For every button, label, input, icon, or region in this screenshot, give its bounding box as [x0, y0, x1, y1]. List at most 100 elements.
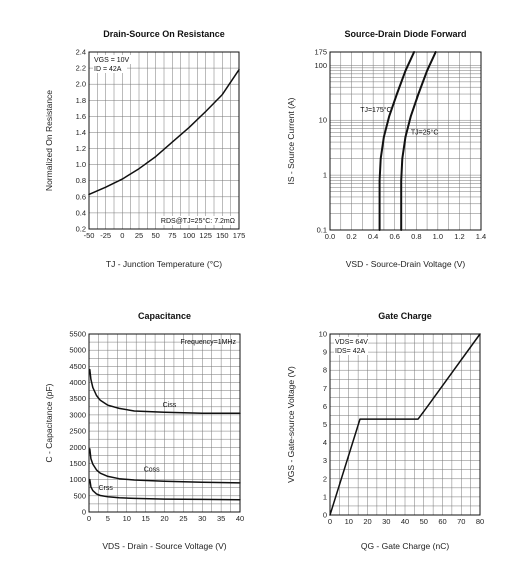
- x-tick-label: -50: [84, 231, 95, 240]
- y-tick-label: 100: [314, 61, 327, 70]
- x-tick-label: 10: [123, 514, 131, 523]
- y-tick-label: 4500: [69, 362, 86, 371]
- y-tick-label: 5000: [69, 346, 86, 355]
- x-tick-label: 1.4: [476, 232, 486, 241]
- y-tick-label: 3500: [69, 394, 86, 403]
- y-tick-label: 1: [323, 171, 327, 180]
- y-tick-label: 1500: [69, 459, 86, 468]
- chart-title: Source-Drain Diode Forward: [344, 29, 466, 39]
- series-line-crss: [89, 478, 241, 501]
- y-tick-label: 1.2: [76, 144, 86, 153]
- chart-2: 0.0 0.2 0.4 0.6 0.8 1.0 1.2 1.4 0.1 1 10 100 175 Sour…: [286, 29, 486, 269]
- x-tick-label: 15: [141, 514, 149, 523]
- y-tick-label: 1.6: [76, 112, 86, 121]
- y-tick-label: 0.2: [76, 225, 86, 234]
- y-tick-label: 7: [323, 384, 327, 393]
- y-tick-label: 10: [319, 330, 327, 339]
- y-tick-label: 3: [323, 456, 327, 465]
- series-line: [88, 68, 240, 196]
- x-tick-label: 1.2: [454, 232, 464, 241]
- x-axis-label: QG - Gate Charge (nC): [361, 541, 450, 551]
- plot-frame: [329, 51, 482, 231]
- y-tick-label: 1: [323, 492, 327, 501]
- x-tick-label: 60: [438, 517, 446, 526]
- chart-1: -50 -25 0 25 50 75 100 125 150 175 0.2 0.4 0.6 0.8 1.0…: [44, 29, 245, 269]
- y-tick-label: 0: [323, 511, 327, 520]
- plot-frame: [88, 51, 240, 230]
- y-tick-label: 10: [319, 116, 327, 125]
- chart-title: Capacitance: [138, 311, 191, 321]
- y-tick-label: 6: [323, 402, 327, 411]
- x-tick-label: 30: [198, 514, 206, 523]
- x-tick-label: 25: [135, 231, 143, 240]
- y-tick-label: 175: [314, 48, 327, 57]
- x-tick-label: 40: [401, 517, 409, 526]
- annotation: VGS = 10V: [94, 57, 130, 64]
- series-label: Ciss: [163, 402, 177, 409]
- y-tick-label: 8: [323, 366, 327, 375]
- x-tick-label: 1.0: [433, 232, 443, 241]
- y-tick-label: 2.4: [76, 48, 86, 57]
- series-label: Crss: [98, 485, 113, 492]
- x-tick-label: 5: [106, 514, 110, 523]
- series-label: TJ=175°C: [360, 106, 391, 114]
- series-line-tj-25-c: [400, 51, 437, 231]
- series-line-coss: [89, 448, 241, 484]
- x-tick-label: 10: [345, 517, 353, 526]
- y-axis-label: IS - Source Current (A): [286, 97, 296, 184]
- x-tick-label: 0.6: [389, 232, 399, 241]
- y-tick-label: 0.4: [76, 208, 86, 217]
- annotation-background: [334, 337, 368, 346]
- annotation: IDS= 42A: [335, 348, 365, 355]
- annotation: ID = 42A: [94, 66, 122, 73]
- x-tick-label: -25: [100, 231, 111, 240]
- y-axis-label: Normalized On Resistance: [44, 90, 54, 191]
- x-tick-label: 80: [476, 517, 484, 526]
- x-tick-label: 0.0: [325, 232, 335, 241]
- y-tick-label: 2.2: [76, 64, 86, 73]
- y-tick-label: 0.6: [76, 192, 86, 201]
- x-tick-label: 40: [236, 514, 244, 523]
- annotation: Frequency=1MHz: [181, 339, 237, 346]
- y-tick-label: 500: [73, 491, 86, 500]
- x-tick-label: 0.2: [346, 232, 356, 241]
- plot-frame: [88, 333, 241, 513]
- series-line-tj-175-c: [378, 51, 416, 231]
- y-tick-label: 3000: [69, 410, 86, 419]
- y-axis-label: C - Capacitance (pF): [44, 383, 54, 462]
- y-tick-label: 1.0: [76, 160, 86, 169]
- x-tick-label: 175: [233, 231, 246, 240]
- annotation-background: [334, 346, 368, 355]
- chart-title: Drain-Source On Resistance: [103, 29, 225, 39]
- x-axis-label: VSD - Source-Drain Voltage (V): [346, 259, 466, 269]
- x-axis-label: TJ - Junction Temperature (°C): [106, 259, 222, 269]
- x-tick-label: 0.4: [368, 232, 378, 241]
- x-tick-label: 35: [217, 514, 225, 523]
- annotation-background: [162, 216, 236, 225]
- y-tick-label: 9: [323, 348, 327, 357]
- x-tick-label: 20: [363, 517, 371, 526]
- series-line: [329, 333, 481, 516]
- chart-4: 0 10 20 30 40 50 60 70 80 0 1 2 3 4 5 6 7 8 9 10 Gate Charge…: [286, 311, 484, 551]
- y-axis-label: VGS - Gate-source Voltage (V): [286, 366, 296, 483]
- x-tick-label: 0: [328, 517, 332, 526]
- x-tick-label: 25: [179, 514, 187, 523]
- y-tick-label: 0: [82, 508, 86, 517]
- annotation-background: [93, 55, 131, 64]
- y-tick-label: 2.0: [76, 80, 86, 89]
- annotation: RDS@TJ=25°C: 7.2mΩ: [161, 217, 235, 225]
- x-tick-label: 50: [151, 231, 159, 240]
- y-tick-label: 2500: [69, 427, 86, 436]
- x-tick-label: 75: [168, 231, 176, 240]
- series-label: TJ=25°C: [411, 128, 439, 136]
- x-tick-label: 0: [87, 514, 91, 523]
- x-tick-label: 0: [120, 231, 124, 240]
- annotation: VDS= 64V: [335, 339, 368, 346]
- x-tick-label: 20: [160, 514, 168, 523]
- series-line-ciss: [89, 368, 241, 415]
- x-tick-label: 70: [457, 517, 465, 526]
- y-tick-label: 1.8: [76, 96, 86, 105]
- x-tick-label: 0.8: [411, 232, 421, 241]
- y-tick-label: 4000: [69, 378, 86, 387]
